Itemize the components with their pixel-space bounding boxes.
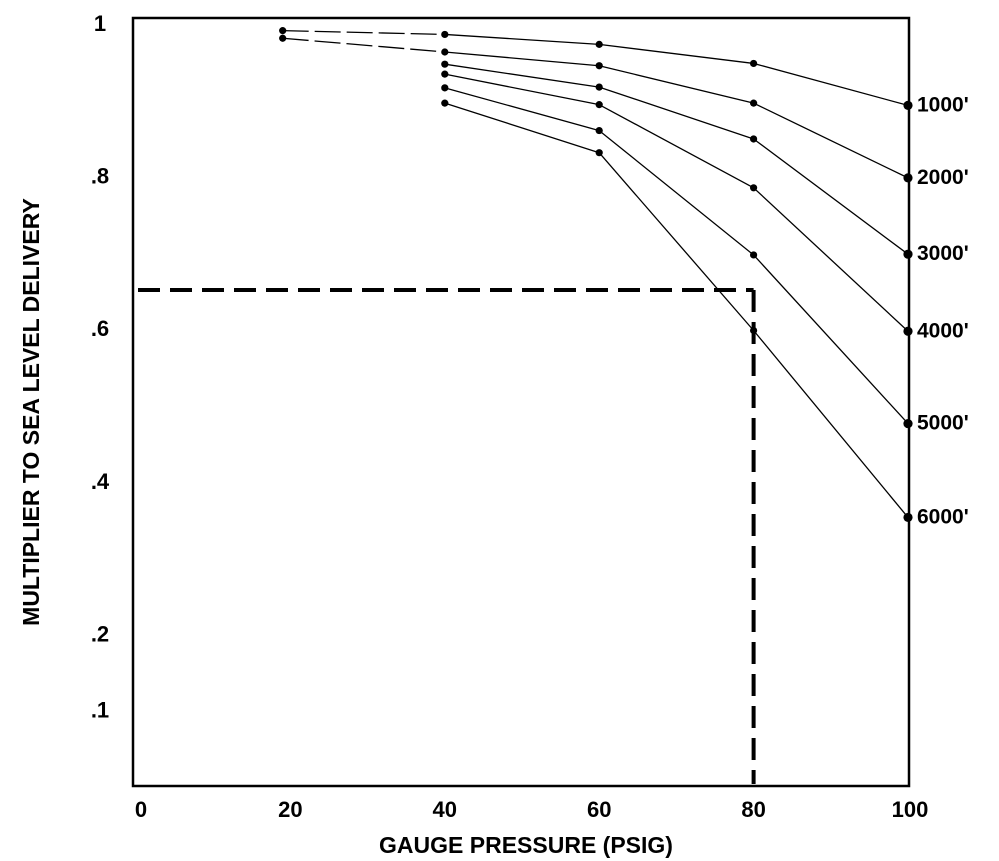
series-segment: [282, 29, 445, 36]
series-1000-group: [279, 27, 913, 111]
data-point: [595, 126, 603, 135]
data-point: [903, 512, 913, 523]
data-point: [903, 326, 913, 336]
series-6000-group: [441, 99, 913, 523]
series-segment: [598, 130, 755, 256]
series-segment: [444, 87, 600, 132]
series-segment: [753, 330, 909, 518]
series-segment: [598, 152, 755, 331]
data-point: [441, 84, 449, 92]
y-tick-label: .1: [91, 698, 109, 723]
series-labels: 1000' 2000' 3000' 4000' 5000' 6000': [917, 93, 969, 528]
data-point: [903, 249, 913, 259]
data-point: [595, 149, 603, 157]
x-tick-label: 40: [433, 797, 457, 822]
x-tick-label: 100: [892, 797, 929, 822]
series-3000-group: [441, 60, 913, 259]
series-label: 4000': [917, 319, 969, 342]
data-point: [750, 59, 758, 68]
series-label: 3000': [917, 242, 969, 265]
data-point: [441, 70, 449, 78]
x-tick-label: 0: [135, 797, 147, 822]
series-segment: [598, 104, 754, 189]
x-axis-ticks: 0 20 40 60 80 100: [135, 797, 928, 822]
series-label: 1000': [917, 93, 969, 116]
data-point: [750, 135, 758, 143]
series-5000-group: [441, 84, 913, 429]
y-tick-label: .8: [91, 164, 109, 189]
data-point: [903, 173, 913, 183]
data-point: [750, 326, 758, 335]
data-point: [903, 100, 913, 111]
x-tick-label: 60: [587, 797, 611, 822]
data-point: [279, 27, 287, 35]
series-segment: [753, 102, 909, 179]
data-point: [279, 34, 287, 42]
series-segment: [444, 73, 600, 106]
data-point: [750, 184, 758, 192]
y-tick-label: .6: [91, 316, 109, 341]
series-segment: [753, 187, 909, 332]
data-point: [595, 83, 603, 91]
series-segment: [753, 138, 909, 255]
y-tick-label: .2: [91, 621, 109, 646]
y-axis-ticks: 1 .8 .6 .4 .2 .1: [91, 11, 110, 723]
series-segment: [753, 254, 909, 425]
series-label: 2000': [917, 166, 969, 189]
series-segment: [282, 37, 445, 53]
series-4000-group: [441, 70, 913, 336]
data-point: [750, 251, 758, 259]
data-point: [750, 99, 758, 107]
x-tick-label: 80: [741, 797, 765, 822]
series-label: 6000': [917, 505, 969, 528]
x-axis-title: GAUGE PRESSURE (PSIG): [379, 832, 673, 858]
series-layer: [279, 27, 913, 523]
data-point: [441, 99, 449, 107]
series-segment: [444, 63, 600, 88]
series-segment: [444, 102, 600, 154]
data-point: [595, 101, 603, 109]
data-point: [595, 62, 603, 70]
data-point: [441, 30, 449, 39]
y-tick-label: .4: [91, 469, 110, 494]
series-segment: [599, 65, 754, 104]
data-point: [441, 60, 449, 68]
series-segment: [444, 51, 600, 67]
annotation-guides: [138, 288, 756, 784]
plot-frame: [131, 16, 911, 788]
series-segment: [444, 33, 600, 46]
x-tick-label: 20: [278, 797, 302, 822]
data-point: [441, 48, 449, 56]
data-point: [903, 418, 913, 429]
series-segment: [599, 43, 754, 65]
series-segment: [598, 86, 754, 140]
y-tick-label: 1: [94, 11, 106, 36]
series-2000-group: [279, 34, 913, 183]
series-label: 5000': [917, 412, 969, 435]
data-point: [595, 40, 603, 48]
y-axis-title: MULTIPLIER TO SEA LEVEL DELIVERY: [18, 198, 44, 626]
series-segment: [753, 62, 909, 107]
